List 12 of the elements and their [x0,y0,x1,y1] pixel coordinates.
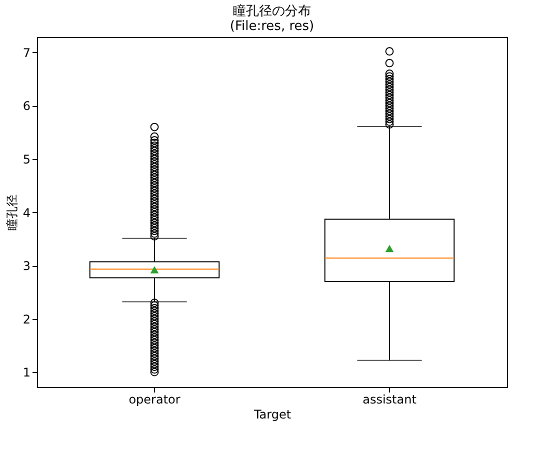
chart-title: 瞳孔径の分布 (File:res, res) [230,4,314,34]
y-tick-label: 4 [22,206,30,220]
x-tick-label: assistant [362,392,417,406]
y-axis-title: 瞳孔径 [4,194,19,230]
y-tick-label: 3 [22,259,30,274]
x-axis-title: Target [252,408,292,422]
y-tick-label: 6 [22,99,30,114]
y-tick-label: 5 [22,152,30,166]
y-tick-label: 7 [22,46,30,60]
y-tick-label: 2 [22,312,30,326]
x-tick-label: operator [128,392,180,406]
y-tick-label: 1 [22,366,30,380]
